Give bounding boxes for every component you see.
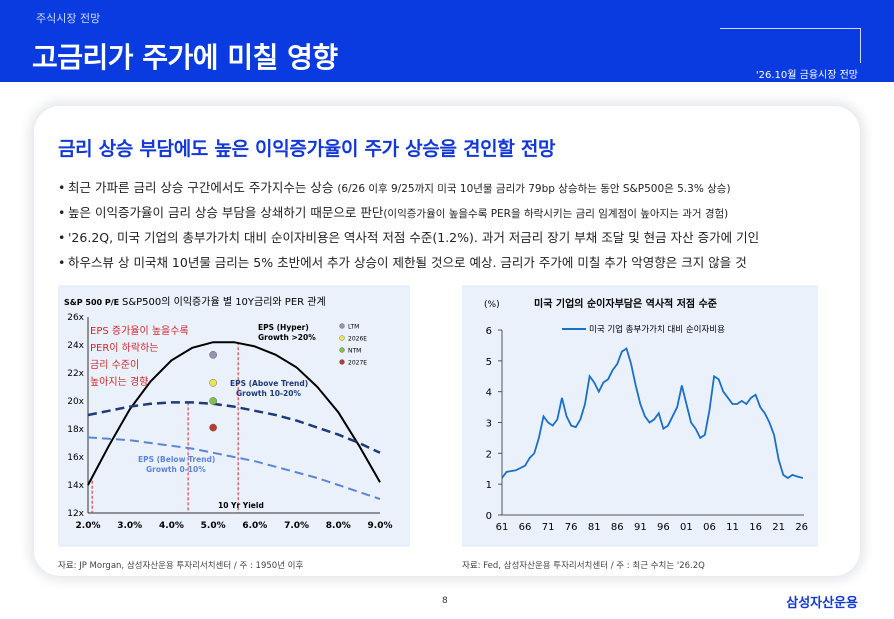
bullet-item: • 최근 가파른 금리 상승 구간에서도 주가지수는 상승 (6/26 이후 9/… <box>58 180 731 195</box>
x-tick-label: 26 <box>795 522 808 533</box>
bullet-list: • 최근 가파른 금리 상승 구간에서도 주가지수는 상승 (6/26 이후 9/… <box>58 176 858 276</box>
y-tick-label: 16x <box>67 453 84 463</box>
legend-marker <box>339 359 345 365</box>
x-tick-label: 81 <box>588 522 601 533</box>
series-line <box>87 341 381 486</box>
curve-label: EPS (Above Trend) <box>230 379 308 388</box>
chart-per-vs-yield-svg: S&P 500 P/E S&P500의 이익증가율 별 10Y금리와 PER 관… <box>64 296 393 531</box>
headline: 금리 상승 부담에도 높은 이익증가율이 주가 상승을 견인할 전망 <box>58 138 556 160</box>
x-tick-label: 6.0% <box>242 521 267 531</box>
annotation-text: PER이 하락하는 <box>90 341 158 354</box>
x-tick-label: 5.0% <box>201 521 226 531</box>
page-number: 8 <box>442 596 448 606</box>
curve-label: EPS (Hyper) <box>258 323 309 332</box>
chart-net-interest: (%) 미국 기업의 순이자부담은 역사적 저점 수준 0 1 2 3 4 5 6 61 66 7… <box>462 285 818 547</box>
x-tick-label: 2.0% <box>76 521 101 531</box>
header-rule <box>720 28 861 63</box>
x-tick-label: 7.0% <box>284 521 309 531</box>
legend-marker <box>339 335 345 341</box>
x-tick-label: 86 <box>611 522 624 533</box>
x-tick-label: 06 <box>703 522 716 533</box>
data-marker <box>209 397 217 405</box>
x-tick-label: 3.0% <box>117 521 142 531</box>
y-tick-label: 1 <box>486 480 492 491</box>
x-tick-label: 16 <box>749 522 762 533</box>
section-label: 주식시장 전망 <box>36 12 101 25</box>
bullet-item: • 높은 이익증가율이 금리 상승 부담을 상쇄하기 때문으로 판단(이익증가율이… <box>58 205 729 220</box>
x-tick-label: 8.0% <box>326 521 351 531</box>
legend-label: 미국 기업 총부가가치 대비 순이자비용 <box>589 324 725 335</box>
y-tick-label: 0 <box>486 511 492 522</box>
x-axis-label: 10 Yr Yield <box>218 501 264 510</box>
series-line <box>87 436 381 500</box>
x-tick-label: 61 <box>496 522 509 533</box>
curve-label: Growth 0-10% <box>146 465 206 474</box>
legend-marker <box>339 347 345 353</box>
y-tick-label: 18x <box>67 425 84 435</box>
y-tick-label: 12x <box>67 509 84 519</box>
y-tick-label: 14x <box>67 481 84 491</box>
data-marker <box>209 423 217 432</box>
y-axis-label: (%) <box>484 300 500 310</box>
header-bar: 주식시장 전망 고금리가 주가에 미칠 영향 '26.10월 금융시장 전망 <box>0 0 894 82</box>
curve-label: Growth >20% <box>258 333 316 342</box>
curve-label: Growth 10-20% <box>236 389 301 398</box>
x-tick-label: 66 <box>519 522 532 533</box>
y-tick-label: 2 <box>486 449 492 460</box>
curve-label: EPS (Below Trend) <box>138 455 215 464</box>
y-tick-label: 26x <box>67 313 84 323</box>
y-tick-label: 5 <box>486 357 492 368</box>
x-tick-label: 21 <box>772 522 785 533</box>
y-tick-label: 6 <box>486 326 492 337</box>
source-note-right: 자료: Fed, 삼성자산운용 투자리서치센터 / 주 : 최근 수치는 '26… <box>462 561 705 571</box>
legend-label: 2026E <box>348 336 367 343</box>
series-line <box>501 347 804 480</box>
annotation-text: EPS 증가율이 높을수록 <box>90 325 189 337</box>
legend-label: LTM <box>348 324 359 331</box>
y-tick-label: 20x <box>67 397 84 407</box>
bullet-item: • '26.2Q, 미국 기업의 총부가가치 대비 순이자비용은 역사적 저점 수… <box>58 230 760 245</box>
y-tick-label: 3 <box>486 419 492 430</box>
chart-title: 미국 기업의 순이자부담은 역사적 저점 수준 <box>534 297 717 310</box>
y-tick-label: 22x <box>67 369 84 379</box>
chart-title: S&P500의 이익증가율 별 10Y금리와 PER 관계 <box>122 296 326 308</box>
x-tick-label: 11 <box>726 522 739 533</box>
y-axis-label: S&P 500 P/E <box>64 298 119 307</box>
x-tick-label: 91 <box>634 522 647 533</box>
x-tick-label: 71 <box>542 522 555 533</box>
x-tick-label: 01 <box>680 522 693 533</box>
data-marker <box>209 378 217 387</box>
series-line <box>87 401 381 454</box>
x-tick-label: 96 <box>657 522 670 533</box>
page-title: 고금리가 주가에 미칠 영향 <box>32 41 338 74</box>
annotation-text: 높아지는 경향 <box>90 375 148 388</box>
y-tick-label: 4 <box>486 388 492 399</box>
bullet-item: • 하우스뷰 상 미국채 10년물 금리는 5% 초반에서 추가 상승이 제한될 … <box>58 255 747 270</box>
report-tag: '26.10월 금융시장 전망 <box>755 70 858 81</box>
legend-label: 2027E <box>348 360 367 367</box>
legend-label: NTM <box>348 348 361 355</box>
chart-per-vs-yield: S&P 500 P/E S&P500의 이익증가율 별 10Y금리와 PER 관… <box>58 285 410 547</box>
x-tick-label: 4.0% <box>159 521 184 531</box>
data-marker <box>209 350 217 359</box>
legend-marker <box>339 323 345 329</box>
annotation-text: 금리 수준이 <box>90 359 139 371</box>
x-tick-label: 76 <box>565 522 578 533</box>
y-tick-label: 24x <box>67 341 84 351</box>
brand-logo: 삼성자산운용 <box>786 596 858 611</box>
source-note-left: 자료: JP Morgan, 삼성자산운용 투자리서치센터 / 주 : 1950… <box>58 561 304 571</box>
x-tick-label: 9.0% <box>368 521 393 531</box>
